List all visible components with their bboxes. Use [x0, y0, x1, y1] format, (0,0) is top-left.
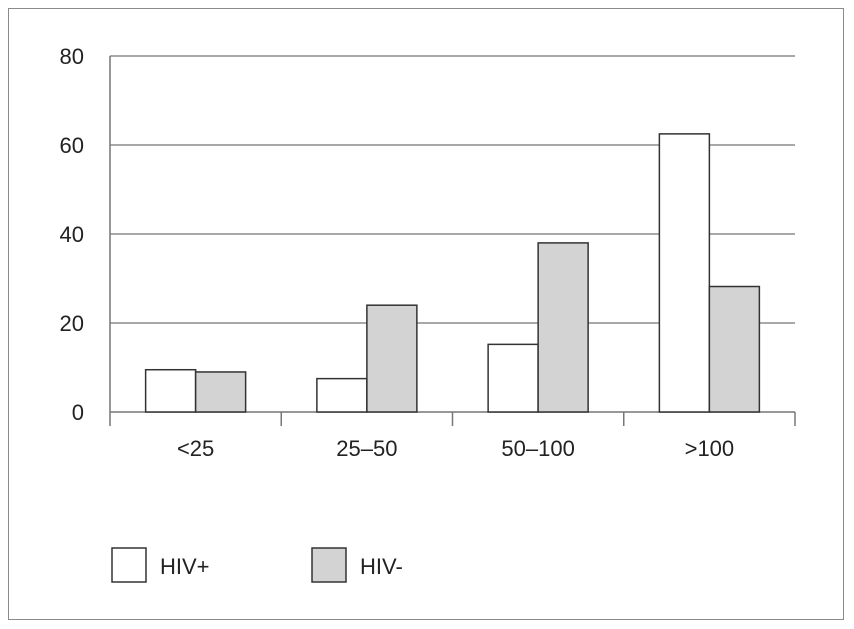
legend: HIV+ HIV-: [111, 547, 403, 583]
bar-hiv-2: [316, 377, 368, 413]
x-tick-label: <25: [177, 436, 214, 461]
x-tick-label: 25–50: [336, 436, 397, 461]
bar-hiv-3: [537, 242, 589, 413]
legend-swatch: [111, 547, 147, 583]
bars: [144, 133, 761, 413]
y-tick-label: 60: [60, 133, 84, 158]
bar-hiv-3: [487, 343, 539, 413]
bar-hiv-1: [144, 368, 197, 413]
x-tick-label: >100: [685, 436, 735, 461]
y-tick-label: 0: [72, 400, 84, 425]
legend-label: HIV+: [160, 554, 210, 579]
bar-hiv-1: [194, 371, 247, 413]
bar-hiv-2: [366, 304, 418, 413]
y-tick-label: 40: [60, 222, 84, 247]
legend-label: HIV-: [360, 554, 403, 579]
bar-hiv-4: [658, 133, 711, 413]
bar-hiv-4: [708, 285, 761, 413]
x-tick-labels: <25 25–50 50–100 >100: [177, 436, 734, 461]
y-tick-labels: 0 20 40 60 80: [60, 44, 84, 425]
y-tick-label: 80: [60, 44, 84, 69]
y-tick-label: 20: [60, 311, 84, 336]
x-tick-label: 50–100: [501, 436, 574, 461]
legend-swatch: [311, 547, 347, 583]
